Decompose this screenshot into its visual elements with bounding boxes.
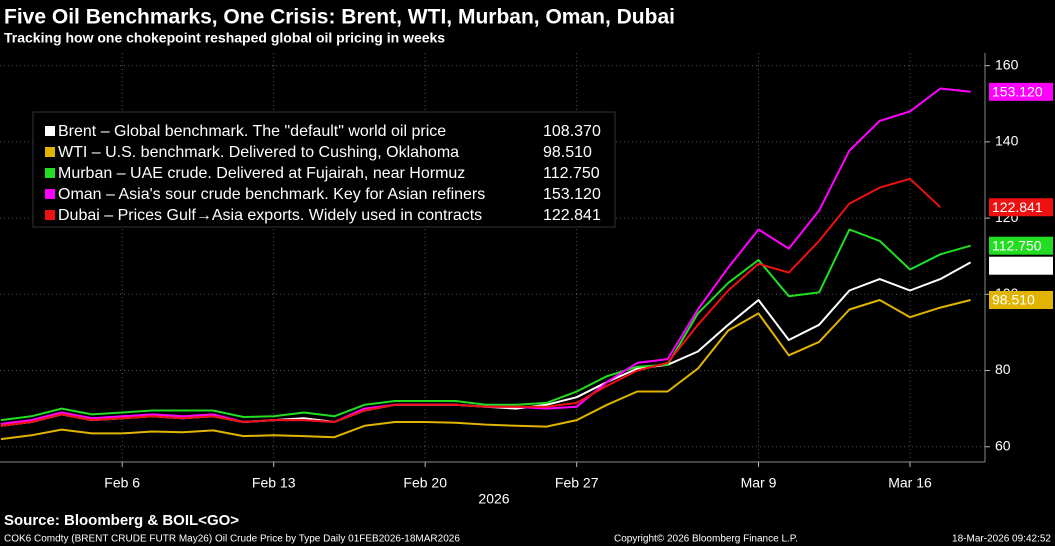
value-tag-label: 153.120 xyxy=(992,84,1043,100)
series-line xyxy=(0,177,941,427)
legend-value: 108.370 xyxy=(543,123,601,140)
value-tag xyxy=(989,290,1053,309)
x-tick-label: Mar 16 xyxy=(888,475,932,491)
y-tick-label: 160 xyxy=(995,56,1019,72)
legend-label: Brent – Global benchmark. The "default" … xyxy=(58,123,446,140)
y-tick-label: 80 xyxy=(995,361,1011,377)
legend-value: 112.750 xyxy=(543,165,600,182)
source: Source: Bloomberg & BOIL<GO> xyxy=(4,512,239,529)
series-line xyxy=(0,299,971,441)
legend-swatch xyxy=(45,189,55,199)
value-tag xyxy=(989,256,1053,275)
legend-swatch xyxy=(45,126,55,136)
legend-value: 122.841 xyxy=(543,207,601,224)
value-tag-label: 98.510 xyxy=(992,292,1035,308)
legend-swatch xyxy=(45,210,55,220)
x-tick-label: Feb 20 xyxy=(403,475,447,491)
legend-value: 98.510 xyxy=(543,144,592,161)
chart-title: Five Oil Benchmarks, One Crisis: Brent, … xyxy=(4,6,675,29)
legend-label: Oman – Asia's sour crude benchmark. Key … xyxy=(58,186,485,203)
legend-box xyxy=(32,111,616,228)
x-tick-label: Feb 27 xyxy=(555,475,599,491)
legend-label: WTI – U.S. benchmark. Delivered to Cushi… xyxy=(58,144,459,161)
x-tick-label: Mar 9 xyxy=(741,475,777,491)
legend-swatch xyxy=(45,168,55,178)
legend-label: Dubai – Prices Gulf→Asia exports. Widely… xyxy=(58,207,482,224)
value-tag xyxy=(989,236,1053,255)
value-tag-label: 112.750 xyxy=(992,237,1042,253)
y-tick-label: 140 xyxy=(995,133,1019,149)
legend-swatch xyxy=(45,147,55,157)
legend-value: 153.120 xyxy=(543,186,601,203)
series-line xyxy=(0,228,971,422)
chart-subtitle: Tracking how one chokepoint reshaped glo… xyxy=(4,30,445,46)
x-tick-label: Feb 6 xyxy=(104,475,140,491)
x-tick-label: Feb 13 xyxy=(252,475,296,491)
legend-label: Murban – UAE crude. Delivered at Fujaira… xyxy=(58,165,465,182)
value-tag-label: 108.370 xyxy=(992,257,1043,273)
footer-right: 18-Mar-2026 09:42:52 xyxy=(952,534,1051,545)
value-tag-label: 122.841 xyxy=(992,199,1043,215)
footer-left: COK6 Comdty (BRENT CRUDE FUTR May26) Oil… xyxy=(4,534,460,545)
x-axis-label: 2026 xyxy=(478,491,509,507)
footer-center: Copyright© 2026 Bloomberg Finance L.P. xyxy=(614,534,798,545)
y-tick-label: 60 xyxy=(995,437,1011,453)
value-tag xyxy=(989,198,1053,217)
value-tag xyxy=(989,82,1053,101)
